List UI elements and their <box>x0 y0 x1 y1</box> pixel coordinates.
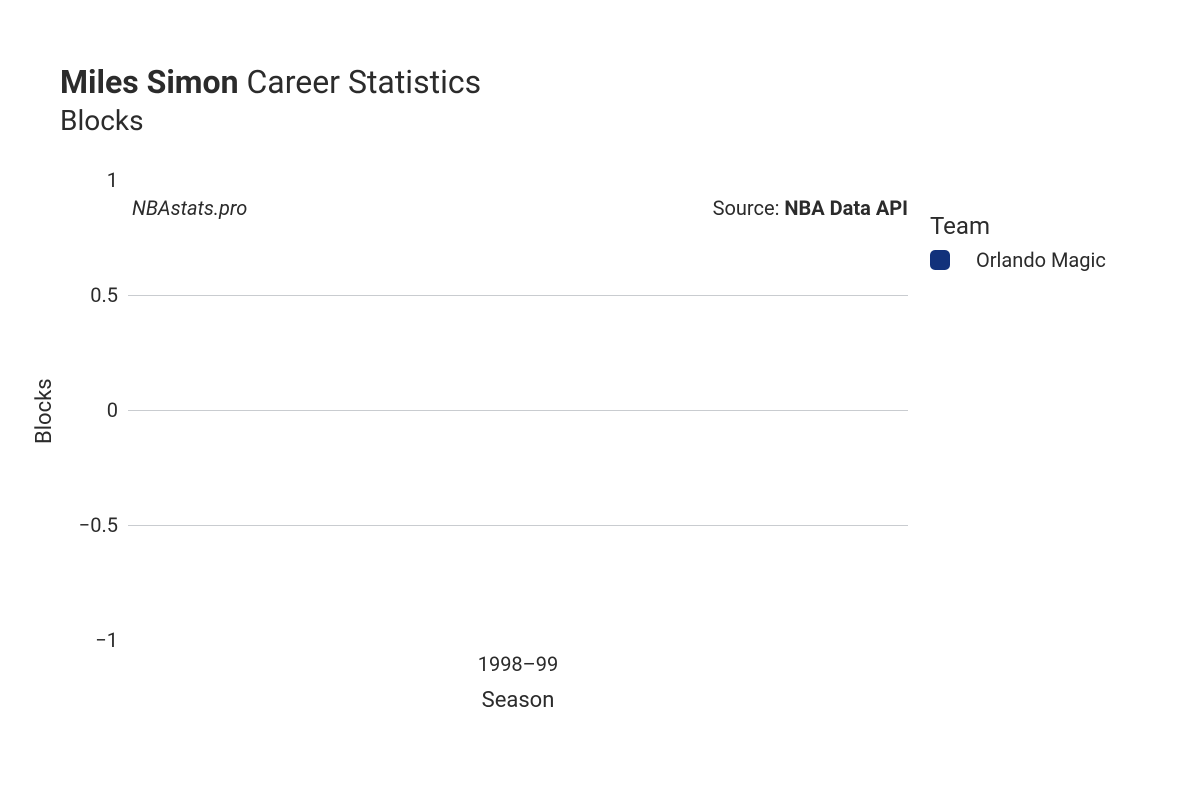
chart-title-bold: Miles Simon <box>60 63 239 101</box>
source-bold: NBA Data API <box>784 196 908 220</box>
y-tick-label: 0.5 <box>38 285 118 305</box>
watermark-text: NBAstats.pro <box>132 196 247 220</box>
legend-item: Orlando Magic <box>930 248 1106 272</box>
plot-area <box>128 180 908 640</box>
legend-title: Team <box>930 212 1106 240</box>
legend-swatch <box>930 250 950 270</box>
grid-line <box>128 410 908 411</box>
y-axis-label: Blocks <box>32 378 57 444</box>
chart-container: Miles Simon Career Statistics Blocks 1 0.… <box>0 0 1200 800</box>
grid-line <box>128 295 908 296</box>
source-prefix: Source: <box>713 196 785 220</box>
legend-label: Orlando Magic <box>976 248 1106 272</box>
chart-title-rest: Career Statistics <box>239 63 482 101</box>
chart-title: Miles Simon Career Statistics <box>60 62 481 102</box>
chart-title-block: Miles Simon Career Statistics Blocks <box>60 62 481 137</box>
x-axis-label: Season <box>482 688 555 713</box>
y-tick-label: −1 <box>38 630 118 650</box>
y-tick-label: −0.5 <box>38 515 118 535</box>
legend: Team Orlando Magic <box>930 212 1106 272</box>
x-tick-label: 1998–99 <box>478 652 559 676</box>
y-tick-label: 1 <box>38 170 118 190</box>
grid-line <box>128 525 908 526</box>
source-text: Source: NBA Data API <box>713 196 908 220</box>
chart-subtitle: Blocks <box>60 104 481 137</box>
